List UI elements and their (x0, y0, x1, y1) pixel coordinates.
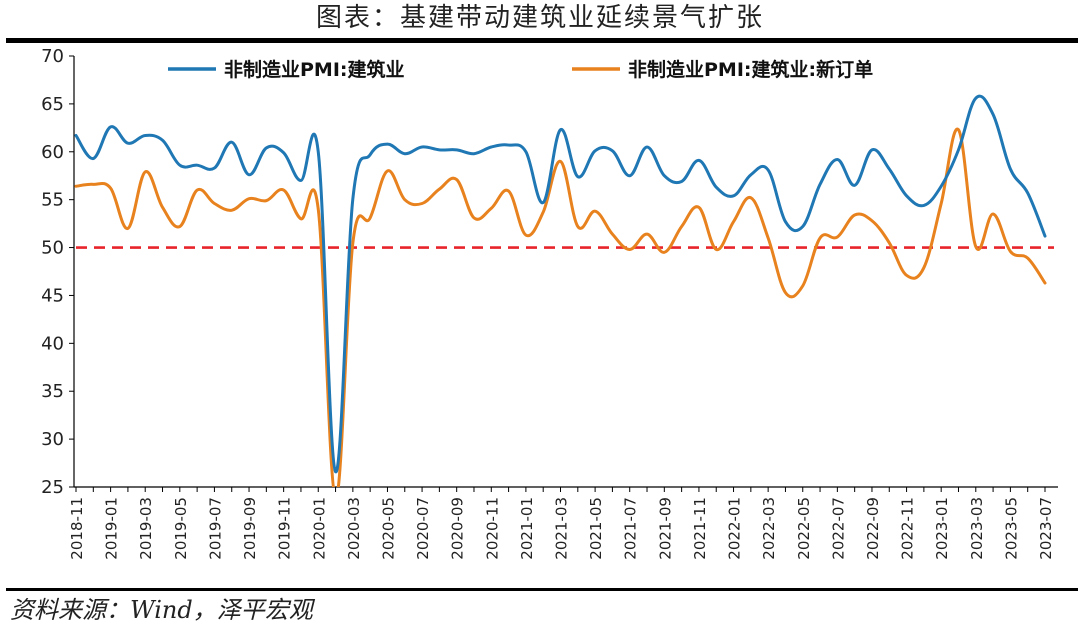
x-tick-label: 2021-11 (691, 497, 709, 560)
x-tick-label: 2020-09 (449, 497, 467, 560)
y-tick-label: 40 (41, 333, 64, 354)
y-tick-label: 50 (41, 238, 64, 259)
x-tick-label: 2022-03 (760, 497, 778, 560)
y-tick-label: 60 (41, 142, 64, 163)
x-tick-label: 2022-05 (795, 497, 813, 560)
series-group (74, 94, 1047, 487)
y-tick-label: 65 (41, 94, 64, 115)
x-tick-label: 2021-01 (518, 497, 536, 560)
legend-label-new-orders: 非制造业PMI:建筑业:新订单 (628, 58, 873, 81)
x-tick-label: 2023-03 (968, 497, 986, 560)
x-tick-label: 2021-05 (587, 497, 605, 560)
x-tick-label: 2020-03 (345, 497, 363, 560)
x-tick-label: 2020-07 (414, 497, 432, 560)
x-tick-label: 2023-01 (933, 497, 951, 560)
series-line-construction (74, 94, 1047, 474)
x-tick-label: 2022-07 (829, 497, 847, 560)
top-rule (6, 38, 1078, 43)
y-tick-label: 35 (41, 381, 64, 402)
x-tick-label: 2020-01 (310, 497, 328, 560)
legend-label-construction: 非制造业PMI:建筑业 (224, 58, 405, 81)
x-tick-label: 2019-09 (241, 497, 259, 560)
x-tick-label: 2019-03 (137, 497, 155, 560)
legend: 非制造业PMI:建筑业 非制造业PMI:建筑业:新订单 (168, 58, 873, 81)
x-tick-label: 2021-07 (622, 497, 640, 560)
series-line-new-orders (74, 127, 1047, 487)
x-tick-label: 2021-09 (656, 497, 674, 560)
y-tick-label: 45 (41, 285, 64, 306)
x-tick-label: 2018-11 (68, 497, 86, 560)
x-tick-label: 2023-05 (1002, 497, 1020, 560)
source-note: 资料来源：Wind，泽平宏观 (10, 596, 313, 624)
y-tick-label: 25 (41, 477, 64, 498)
x-tick-label: 2022-01 (726, 497, 744, 560)
x-tick-label: 2019-11 (276, 497, 294, 560)
y-tick-label: 55 (41, 190, 64, 211)
y-tick-label: 30 (41, 429, 64, 450)
y-tick-label: 70 (41, 46, 64, 67)
x-tick-label: 2021-03 (553, 497, 571, 560)
line-chart: 25 30 35 40 45 50 55 60 65 70 2018-11 2019-01 2019-0… (41, 46, 1058, 560)
x-tick-label: 2019-05 (172, 497, 190, 560)
chart-title: 图表：基建带动建筑业延续景气扩张 (315, 3, 764, 33)
x-tick-label: 2020-11 (483, 497, 501, 560)
x-tick-label: 2022-09 (864, 497, 882, 560)
bottom-rule (6, 588, 1078, 591)
x-tick-label: 2023-07 (1037, 497, 1055, 560)
x-tick-label: 2020-05 (379, 497, 397, 560)
axes: 25 30 35 40 45 50 55 60 65 70 2018-11 2019-01 2019-0… (41, 46, 1058, 560)
x-tick-label: 2019-07 (206, 497, 224, 560)
x-tick-label: 2022-11 (899, 497, 917, 560)
x-tick-label: 2019-01 (103, 497, 121, 560)
